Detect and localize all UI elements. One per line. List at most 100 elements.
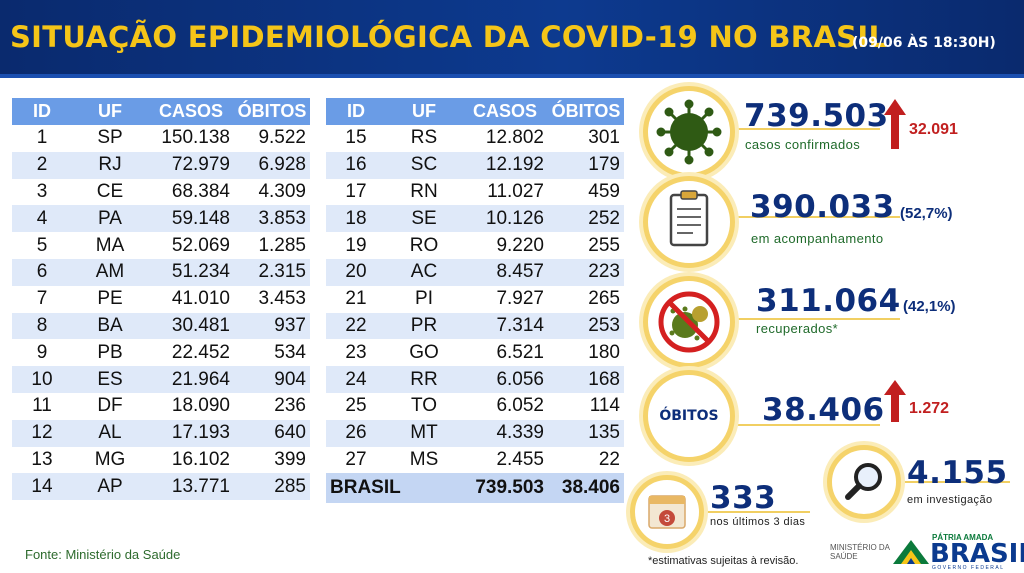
cell-id: 23 [345, 341, 367, 363]
connector-line [660, 511, 810, 513]
col-uf: UF [72, 98, 148, 125]
arrow-up-icon [884, 380, 906, 422]
cell-casos: 8.457 [462, 258, 548, 286]
arrow-up-icon [884, 99, 906, 149]
cell-casos: 7.314 [462, 312, 548, 340]
cell-obitos: 236 [274, 395, 306, 417]
cell-uf: SE [386, 205, 462, 233]
cell-id: 9 [36, 341, 48, 363]
cell-id: 27 [345, 448, 367, 470]
cell-obitos: 135 [548, 419, 624, 447]
table-row: 19 RO 9.220 255 [326, 232, 624, 259]
cell-uf: ES [72, 366, 148, 393]
total-casos: 739.503 [462, 473, 548, 504]
cell-casos: 22.452 [171, 341, 230, 363]
acompanhamento-pct: (52,7%) [900, 205, 953, 222]
table-header-row: ID UF CASOS ÓBITOS [12, 98, 310, 125]
cell-obitos: 534 [274, 341, 306, 363]
cell-uf: AP [72, 473, 148, 501]
cell-casos: 11.027 [487, 180, 544, 202]
cell-casos: 4.339 [462, 419, 548, 447]
report-date: (09/06 ÀS 18:30H) [852, 35, 996, 51]
col-casos: CASOS [462, 98, 548, 125]
cell-id: 12 [12, 419, 72, 447]
table-row: 3 CE 68.384 4.309 [12, 179, 310, 206]
cell-uf: TO [410, 395, 438, 417]
cell-id: 2 [12, 151, 72, 179]
connector-line [700, 216, 900, 218]
table-row: 24 RR 6.056 168 [326, 366, 624, 393]
cell-uf: SC [386, 151, 462, 179]
cell-id: 13 [31, 448, 53, 470]
header-banner: SITUAÇÃO EPIDEMIOLÓGICA DA COVID-19 NO B… [0, 0, 1024, 78]
total-label: BRASIL [326, 473, 462, 504]
table-row: 11 DF 18.090 236 [12, 393, 310, 420]
cell-uf: SP [97, 127, 123, 149]
cell-casos: 51.234 [148, 258, 234, 286]
cell-casos: 7.927 [496, 288, 544, 310]
cell-id: 24 [326, 366, 386, 393]
cell-casos: 72.979 [148, 151, 234, 179]
cell-obitos: 168 [548, 366, 624, 393]
no-virus-icon [658, 291, 720, 353]
col-id: ID [326, 98, 386, 125]
cell-obitos: 6.928 [234, 151, 310, 179]
cell-id: 14 [12, 473, 72, 501]
cell-casos: 59.148 [148, 205, 234, 233]
cell-uf: RS [410, 127, 438, 149]
cell-obitos: 399 [274, 448, 306, 470]
cell-uf: RJ [72, 151, 148, 179]
cell-uf: RN [410, 180, 438, 202]
cell-obitos: 179 [548, 151, 624, 179]
cell-id: 1 [36, 127, 48, 149]
cell-id: 3 [36, 180, 48, 202]
cell-id: 22 [326, 312, 386, 340]
total-obitos: 38.406 [548, 473, 624, 504]
source-note: Fonte: Ministério da Saúde [25, 547, 181, 562]
col-uf: UF [386, 98, 462, 125]
connector-line [700, 318, 900, 320]
cell-uf: AC [386, 258, 462, 286]
ultimos-label: nos últimos 3 dias [710, 516, 806, 528]
acompanhamento-circle [643, 176, 735, 268]
cell-id: 6 [12, 258, 72, 286]
table-row: 10 ES 21.964 904 [12, 366, 310, 393]
cell-obitos: 937 [234, 312, 310, 340]
cell-obitos: 4.309 [258, 180, 306, 202]
page-title: SITUAÇÃO EPIDEMIOLÓGICA DA COVID-19 NO B… [10, 20, 888, 54]
confirmados-value: 739.503 [744, 98, 889, 134]
table-row: 15 RS 12.802 301 [326, 125, 624, 152]
cell-id: 4 [12, 205, 72, 233]
cell-id: 17 [345, 180, 367, 202]
cell-uf: PE [97, 288, 123, 310]
table-row: 22 PR 7.314 253 [326, 312, 624, 340]
cell-id: 19 [345, 234, 367, 256]
cell-casos: 150.138 [161, 127, 230, 149]
cell-id: 7 [36, 288, 48, 310]
cell-obitos: 285 [234, 473, 310, 501]
cell-id: 16 [326, 151, 386, 179]
cell-casos: 68.384 [171, 180, 230, 202]
cell-obitos: 265 [588, 288, 620, 310]
cell-casos: 13.771 [148, 473, 234, 501]
cell-uf: BA [72, 312, 148, 340]
cell-casos: 21.964 [148, 366, 234, 393]
brasil-flag-icon [893, 540, 929, 564]
cell-id: 20 [326, 258, 386, 286]
cell-casos: 2.455 [496, 448, 544, 470]
investigacao-circle [827, 445, 901, 519]
recuperados-label: recuperados* [756, 321, 839, 336]
cell-id: 26 [326, 419, 386, 447]
cell-uf: GO [409, 341, 439, 363]
investigacao-label: em investigação [907, 494, 993, 506]
cell-uf: CE [96, 180, 124, 202]
obitos-label: ÓBITOS [659, 408, 719, 424]
calendar-number: 3 [664, 513, 670, 525]
cell-casos: 30.481 [148, 312, 234, 340]
table-row: 12 AL 17.193 640 [12, 419, 310, 447]
cell-obitos: 1.285 [258, 234, 306, 256]
cell-uf: PI [415, 288, 433, 310]
cell-obitos: 22 [598, 448, 620, 470]
table-header-row: ID UF CASOS ÓBITOS [326, 98, 624, 125]
table-row: 21 PI 7.927 265 [326, 286, 624, 313]
